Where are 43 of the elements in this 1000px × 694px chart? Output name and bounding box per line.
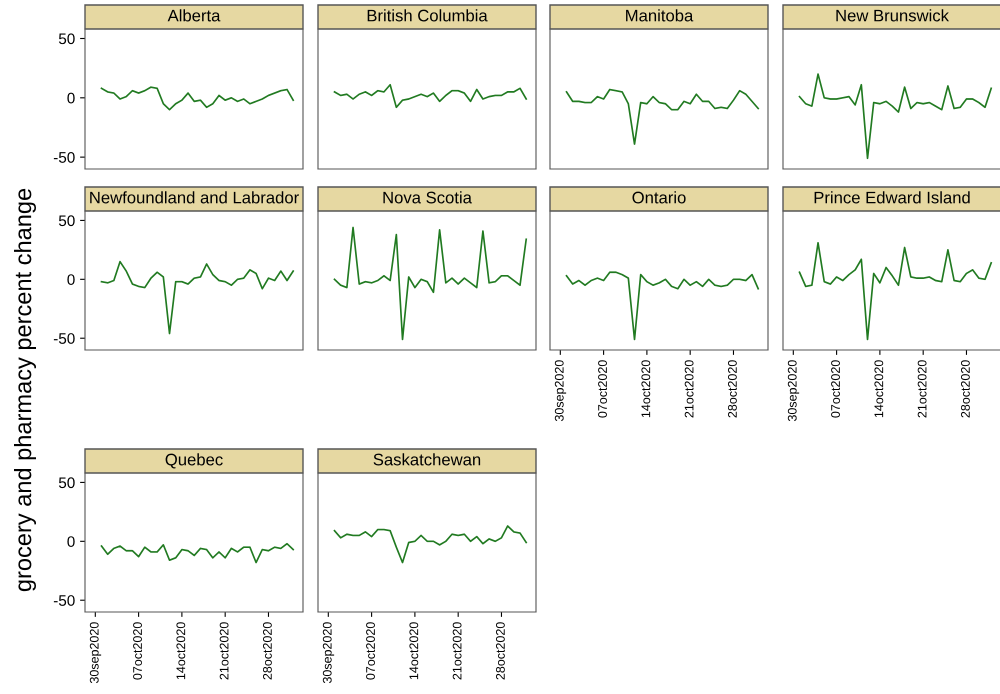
chart-title: Newfoundland and Labrador bbox=[90, 191, 299, 204]
chart-title: Prince Edward Island bbox=[814, 191, 970, 204]
x-tick-label: 28oct2020 bbox=[262, 622, 272, 680]
chart-title: Nova Scotia bbox=[383, 191, 472, 204]
chart-title: British Columbia bbox=[368, 9, 488, 22]
chart-title: New Brunswick bbox=[836, 9, 949, 22]
x-tick-label: 14oct2020 bbox=[874, 360, 884, 418]
x-tick-label: 21oct2020 bbox=[220, 622, 229, 680]
x-tick-label: 28oct2020 bbox=[728, 360, 737, 418]
x-tick-label: 28oct2020 bbox=[960, 360, 970, 418]
y-tick-label: 50 bbox=[58, 477, 75, 488]
x-tick-label: 21oct2020 bbox=[452, 622, 462, 680]
y-tick-label: -50 bbox=[54, 333, 75, 344]
y-tick-label: 50 bbox=[58, 33, 75, 44]
line-series bbox=[100, 86, 294, 111]
line-series bbox=[100, 260, 294, 334]
y-tick-label: 0 bbox=[67, 536, 75, 548]
x-tick-label: 30sep2020 bbox=[90, 622, 102, 684]
x-tick-label: 30sep2020 bbox=[554, 360, 566, 422]
chart-title: Alberta bbox=[168, 9, 220, 22]
x-tick-label: 07oct2020 bbox=[831, 360, 840, 418]
x-tick-label: 07oct2020 bbox=[366, 622, 375, 680]
x-tick-label: 21oct2020 bbox=[918, 360, 927, 418]
x-tick-label: 30sep2020 bbox=[322, 622, 334, 684]
y-tick-label: 0 bbox=[67, 92, 75, 104]
chart-title: Saskatchewan bbox=[374, 453, 480, 466]
y-tick-label: -50 bbox=[54, 152, 75, 163]
chart-title: Manitoba bbox=[626, 9, 694, 22]
x-tick-label: 30sep2020 bbox=[788, 360, 800, 422]
y-tick-label: 0 bbox=[67, 274, 75, 286]
x-tick-label: 28oct2020 bbox=[496, 622, 505, 680]
x-tick-label: 21oct2020 bbox=[684, 360, 694, 418]
chart-title: Quebec bbox=[166, 453, 223, 468]
x-tick-label: 07oct2020 bbox=[133, 622, 142, 680]
x-tick-label: 14oct2020 bbox=[409, 622, 418, 680]
chart-title: Ontario bbox=[632, 191, 686, 204]
x-tick-label: 14oct2020 bbox=[641, 360, 650, 418]
x-tick-label: 14oct2020 bbox=[176, 622, 186, 680]
y-tick-label: -50 bbox=[54, 595, 75, 606]
line-series bbox=[100, 542, 294, 564]
y-axis-title: grocery and pharmacy percent change bbox=[14, 188, 36, 592]
x-tick-label: 07oct2020 bbox=[598, 360, 607, 418]
y-tick-label: 50 bbox=[58, 215, 75, 226]
